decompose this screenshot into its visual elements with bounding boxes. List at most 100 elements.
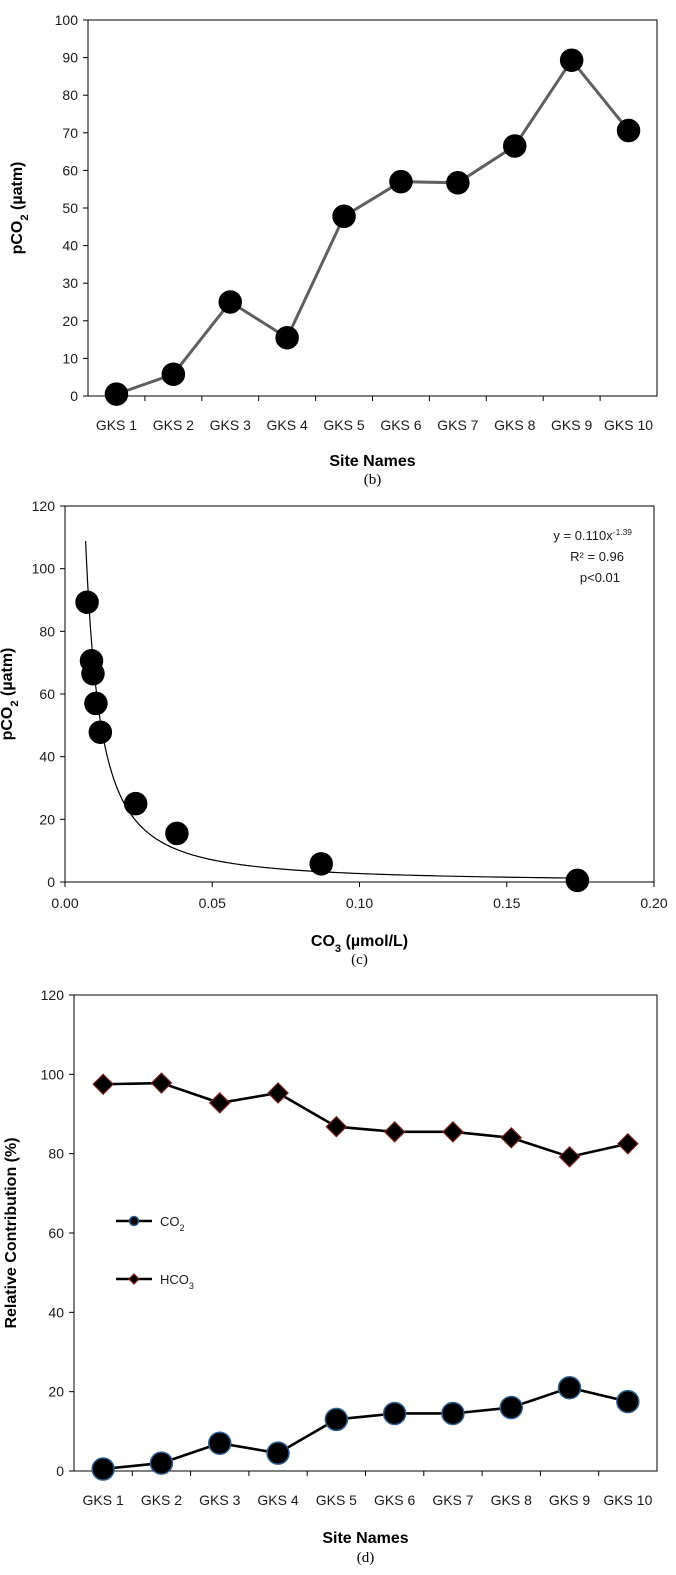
series-1-point [383,1121,406,1143]
series-1-point [150,1072,173,1094]
x-tick-label: GKS 7 [432,1492,473,1508]
x-tick-label: GKS 8 [494,417,535,433]
x-tick-label: GKS 9 [549,1492,590,1508]
x-axis-title: Site Names [322,1530,408,1547]
x-tick-label: GKS 10 [603,1492,652,1508]
scatter-point [88,720,113,744]
series-0-point [557,1375,582,1400]
x-tick-label: GKS 8 [491,1492,532,1508]
series-1-point [500,1126,523,1149]
series-line-0 [115,57,630,396]
y-tick-label: 80 [62,87,78,103]
scatter-point [309,852,333,876]
y-tick-label: 60 [62,162,78,178]
scatter-point [84,691,108,716]
y-tick-label: 90 [62,50,78,66]
x-tick-label: GKS 4 [257,1492,298,1508]
series-0-point [104,382,129,406]
series-0-point [441,1401,465,1426]
series-0-point [218,290,242,314]
legend-label: CO2 [160,1214,185,1233]
scatter-point [565,868,590,893]
chart-0: 0 10 20 30 40 50 60 70 80 90 100 GKS 1 GKS 2 GKS 3 GKS… [9,12,658,488]
series-line-0 [103,1386,629,1471]
scatter-point [81,661,105,686]
chart-1: 0 20 40 60 80 100 120 0.00 0.05 0.10 0.15 0.20 y = 0… [0,498,668,968]
figure-caption: (c) [351,952,368,968]
x-tick-label: GKS 7 [437,417,478,433]
series-1-point [558,1145,581,1168]
y-tick-label: 0 [56,1463,64,1479]
y-tick-label: 50 [62,200,78,216]
series-1-point [617,1132,639,1155]
y-tick-label: 100 [41,1066,65,1082]
y-tick-label: 80 [48,1146,64,1162]
y-tick-label: 80 [39,623,55,639]
x-tick-label: GKS 10 [604,417,653,433]
y-tick-label: 20 [48,1384,64,1400]
y-tick-label: 40 [39,749,55,765]
x-tick-label: 0.20 [640,895,667,911]
legend-marker [128,1273,140,1285]
series-1-point [267,1082,289,1104]
x-tick-label: GKS 1 [96,417,137,433]
y-tick-label: 30 [62,275,78,291]
x-tick-label: GKS 3 [199,1492,240,1508]
legend-label: HCO3 [160,1272,194,1291]
trendline [85,541,581,879]
x-tick-label: 0.10 [346,895,373,911]
series-0-point [266,1441,290,1465]
x-axis-title: CO3 (µmol/L) [311,933,408,955]
series-0-point [332,204,356,229]
scatter-point [123,791,148,816]
series-0-point [446,171,470,195]
x-tick-label: GKS 6 [374,1492,415,1508]
series-0-point [208,1431,232,1455]
x-tick-label: 0.00 [51,895,78,911]
x-tick-label: 0.15 [493,895,520,911]
y-axis-title: pCO2 (µatm) [0,648,21,741]
series-1-point [92,1073,114,1096]
legend-marker [128,1215,140,1227]
x-tick-label: GKS 9 [551,417,592,433]
scatter-point [165,821,189,846]
series-0-point [382,1401,407,1426]
chart-2: 0 20 40 60 80 100 120 GKS 1 GKS 2 GKS 3 GKS 4 GKS 5… [3,987,658,1566]
y-tick-label: 40 [48,1304,64,1320]
plot-area [87,19,658,397]
x-tick-label: GKS 5 [316,1492,357,1508]
series-0-point [324,1407,349,1432]
y-tick-label: 40 [62,238,78,254]
series-line-1 [103,1081,629,1159]
y-tick-label: 60 [48,1225,64,1241]
x-tick-label: GKS 5 [323,417,364,433]
y-tick-label: 60 [39,686,55,702]
y-tick-label: 120 [32,498,56,514]
y-tick-label: 100 [55,12,79,28]
series-0-point [149,1451,174,1475]
x-tick-label: GKS 4 [267,417,308,433]
y-tick-label: 0 [47,874,55,890]
x-tick-label: GKS 2 [141,1492,182,1508]
figure-caption: (d) [357,1550,375,1566]
y-tick-label: 120 [41,987,65,1003]
plot-area [73,994,658,1472]
x-tick-label: GKS 6 [380,417,421,433]
trend-equation: y = 0.110x-1.39 [553,527,632,543]
y-tick-label: 10 [62,350,78,366]
plot-area [64,505,655,883]
y-tick-label: 20 [62,313,78,329]
x-tick-label: 0.05 [199,895,226,911]
series-1-point [442,1121,464,1143]
y-axis-title: Relative Contribution (%) [3,1137,20,1328]
p-value-label: p<0.01 [580,570,620,585]
series-1-point [325,1115,348,1138]
x-tick-label: GKS 3 [210,417,251,433]
y-tick-label: 70 [62,125,78,141]
y-tick-label: 100 [32,561,56,577]
series-0-point [91,1457,115,1481]
series-0-point [616,118,641,143]
series-1-point [208,1092,231,1114]
y-tick-label: 0 [70,388,78,404]
